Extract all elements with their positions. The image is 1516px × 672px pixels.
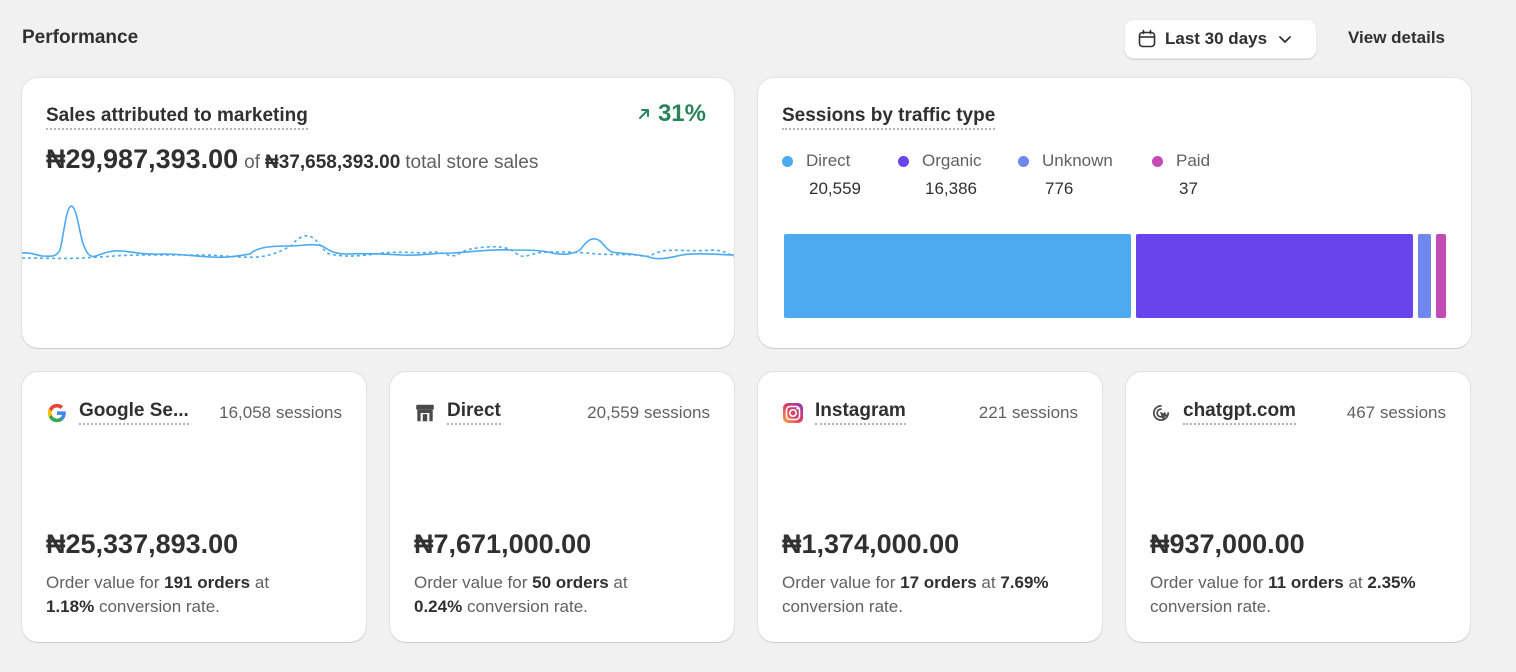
total-store-sales-label: total store sales — [405, 152, 539, 173]
legend-value: 16,386 — [925, 179, 977, 198]
source-name[interactable]: Direct — [447, 400, 501, 425]
desc-at: at — [1348, 573, 1363, 592]
source-name[interactable]: Google Se... — [79, 400, 189, 425]
legend-value: 37 — [1179, 179, 1198, 198]
sales-sparkline-current — [22, 205, 734, 260]
legend-item-direct: Direct 20,559 — [782, 151, 868, 199]
chevron-down-icon — [1279, 36, 1291, 43]
legend-dot-direct — [782, 155, 793, 167]
legend-label: Direct — [806, 151, 851, 170]
legend-item-unknown: Unknown 776 — [1018, 151, 1122, 199]
source-order-value: ₦25,337,893.00 — [46, 529, 239, 559]
source-sessions: 467 sessions — [1346, 402, 1446, 422]
legend-value: 776 — [1045, 179, 1074, 198]
legend-dot-unknown — [1018, 155, 1029, 167]
sales-amount: ₦29,987,393.00 — [46, 144, 239, 174]
desc-suffix: conversion rate. — [98, 597, 220, 616]
sales-change-value: 31% — [657, 100, 706, 127]
desc-at: at — [254, 573, 270, 592]
legend-item-organic: Organic 16,386 — [898, 151, 988, 199]
legend-dot-organic — [898, 155, 909, 167]
source-card-google: Google Se... 16,058 sessions ₦25,337,893… — [22, 372, 366, 642]
source-sessions: 20,559 sessions — [587, 402, 710, 422]
conversion-rate: 1.18% — [46, 597, 95, 616]
google-icon — [46, 402, 68, 424]
desc-prefix: Order value for — [1150, 573, 1264, 592]
orders-count: 17 orders — [900, 573, 977, 592]
orders-count: 50 orders — [532, 573, 609, 592]
source-card-instagram: Instagram 221 sessions ₦1,374,000.00 Ord… — [758, 372, 1102, 642]
desc-prefix: Order value for — [46, 573, 160, 592]
desc-suffix: conversion rate. — [466, 597, 588, 616]
legend-dot-paid — [1152, 155, 1163, 167]
conversion-rate: 2.35% — [1367, 573, 1416, 592]
source-order-value: ₦937,000.00 — [1150, 529, 1305, 559]
instagram-icon — [782, 402, 804, 424]
date-range-button[interactable]: Last 30 days — [1124, 19, 1317, 59]
source-sessions: 221 sessions — [978, 402, 1078, 422]
sessions-by-traffic-card: Sessions by traffic type Direct 20,559 O… — [758, 78, 1471, 348]
desc-prefix: Order value for — [782, 573, 896, 592]
orders-count: 191 orders — [164, 573, 251, 592]
page-title: Performance — [22, 27, 139, 48]
calendar-icon — [1138, 29, 1156, 48]
legend-label: Organic — [922, 151, 982, 170]
arrow-up-right-icon — [638, 109, 649, 119]
source-description: Order value for 50 orders at 0.24% conve… — [414, 571, 712, 619]
legend-label: Unknown — [1042, 151, 1113, 170]
source-description: Order value for 17 orders at 7.69% conve… — [782, 571, 1080, 619]
total-store-sales-amount: ₦37,658,393.00 — [265, 152, 401, 173]
bar-segment-paid[interactable] — [1436, 234, 1446, 318]
sales-sparkline — [22, 205, 734, 260]
source-card-chatgpt: chatgpt.com 467 sessions ₦937,000.00 Ord… — [1126, 372, 1470, 642]
bar-segment-organic[interactable] — [1136, 234, 1413, 318]
legend-value: 20,559 — [809, 179, 861, 198]
desc-suffix: conversion rate. — [782, 597, 903, 616]
source-order-value: ₦1,374,000.00 — [782, 529, 960, 559]
source-name[interactable]: chatgpt.com — [1183, 400, 1296, 425]
legend-label: Paid — [1176, 151, 1211, 170]
source-order-value: ₦7,671,000.00 — [414, 529, 592, 559]
sales-of-label: of — [244, 152, 261, 173]
conversion-rate: 0.24% — [414, 597, 463, 616]
date-range-label: Last 30 days — [1165, 29, 1268, 48]
desc-prefix: Order value for — [414, 573, 528, 592]
bar-segment-direct[interactable] — [784, 234, 1132, 318]
referral-icon — [1150, 402, 1172, 424]
desc-at: at — [613, 573, 628, 592]
sales-card-title[interactable]: Sales attributed to marketing — [46, 105, 308, 130]
traffic-stacked-bar — [784, 234, 1446, 318]
source-card-direct: Direct 20,559 sessions ₦7,671,000.00 Ord… — [390, 372, 734, 642]
source-name[interactable]: Instagram — [815, 400, 906, 425]
desc-suffix: conversion rate. — [1150, 597, 1271, 616]
source-sessions: 16,058 sessions — [219, 402, 342, 422]
source-description: Order value for 11 orders at 2.35% conve… — [1150, 571, 1448, 619]
orders-count: 11 orders — [1268, 573, 1344, 592]
sales-attributed-card: Sales attributed to marketing 31% ₦29,98… — [22, 78, 734, 348]
store-icon — [414, 402, 436, 424]
legend-item-paid: Paid 37 — [1152, 151, 1222, 199]
bar-segment-unknown[interactable] — [1417, 234, 1431, 318]
sessions-card-title[interactable]: Sessions by traffic type — [782, 105, 996, 130]
source-description: Order value for 191 orders at 1.18% conv… — [46, 571, 344, 619]
traffic-legend: Direct 20,559 Organic 16,386 Unknown 776… — [782, 151, 1252, 199]
conversion-rate: 7.69% — [1000, 573, 1049, 592]
desc-at: at — [981, 573, 996, 592]
sales-sparkline-previous — [22, 235, 734, 260]
sales-change-badge: 31% — [636, 100, 706, 128]
view-details-button[interactable]: View details — [1348, 28, 1446, 47]
